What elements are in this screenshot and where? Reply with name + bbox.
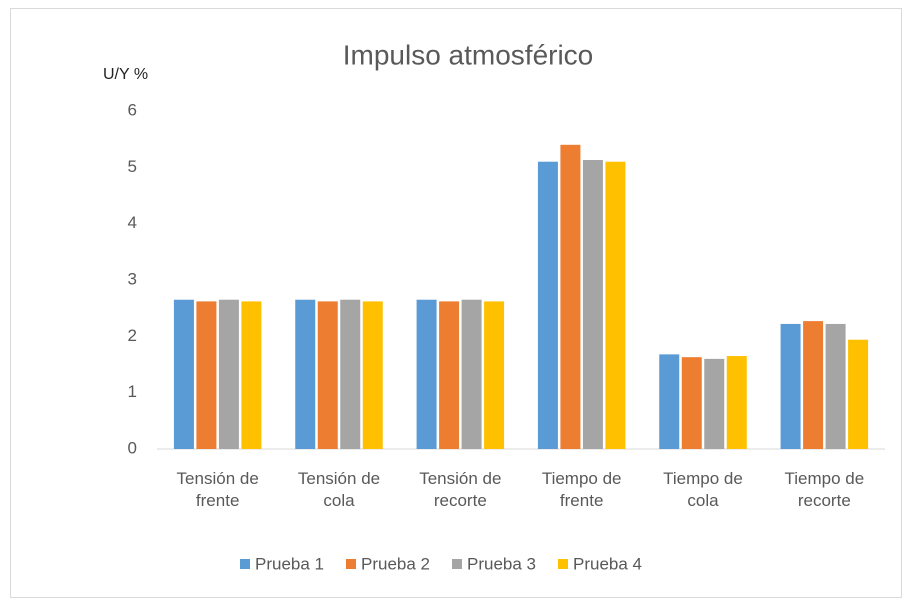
bar xyxy=(241,301,262,449)
bar xyxy=(726,356,747,449)
x-tick-label: Tensión de frente xyxy=(176,469,259,510)
bar xyxy=(560,144,581,450)
bar xyxy=(848,339,869,449)
bar xyxy=(582,160,603,449)
x-tick-label: Tiempo de cola xyxy=(663,469,743,510)
bar xyxy=(173,299,194,449)
bar xyxy=(218,299,239,449)
bar xyxy=(362,301,383,449)
y-tick-label: 5 xyxy=(128,157,137,176)
x-tick-label: Tensión de recorte xyxy=(419,469,502,510)
legend-label: Prueba 1 xyxy=(255,554,324,573)
bar xyxy=(704,358,725,449)
y-tick-label: 2 xyxy=(128,326,137,345)
bar xyxy=(340,299,361,449)
bar xyxy=(196,301,217,449)
bar xyxy=(484,301,505,449)
y-axis-label: U/Y % xyxy=(103,66,148,83)
bar xyxy=(803,321,824,449)
bar xyxy=(659,354,680,449)
bar xyxy=(295,299,316,449)
chart-title: Impulso atmosférico xyxy=(343,39,594,70)
legend-swatch xyxy=(558,559,568,569)
x-tick-label: Tensión de cola xyxy=(297,469,381,510)
legend-swatch xyxy=(346,559,356,569)
y-tick-label: 4 xyxy=(128,213,137,232)
x-tick-label: Tiempo de frente xyxy=(541,469,622,510)
legend-label: Prueba 4 xyxy=(573,554,642,573)
legend-swatch xyxy=(452,559,462,569)
y-tick-label: 6 xyxy=(128,100,137,119)
legend-swatch xyxy=(240,559,250,569)
bar xyxy=(825,323,846,449)
y-tick-label: 0 xyxy=(128,438,137,457)
bar xyxy=(681,357,702,449)
bar xyxy=(416,299,437,449)
legend-label: Prueba 2 xyxy=(361,554,430,573)
bar xyxy=(780,323,801,449)
y-tick-label: 1 xyxy=(128,382,137,401)
bar xyxy=(439,301,460,449)
bar xyxy=(605,161,626,449)
x-tick-label: Tiempo de recorte xyxy=(784,469,865,510)
y-tick-label: 3 xyxy=(128,269,137,288)
bar xyxy=(461,299,482,449)
legend-label: Prueba 3 xyxy=(467,554,536,573)
bar xyxy=(317,301,338,449)
bar xyxy=(537,161,558,449)
